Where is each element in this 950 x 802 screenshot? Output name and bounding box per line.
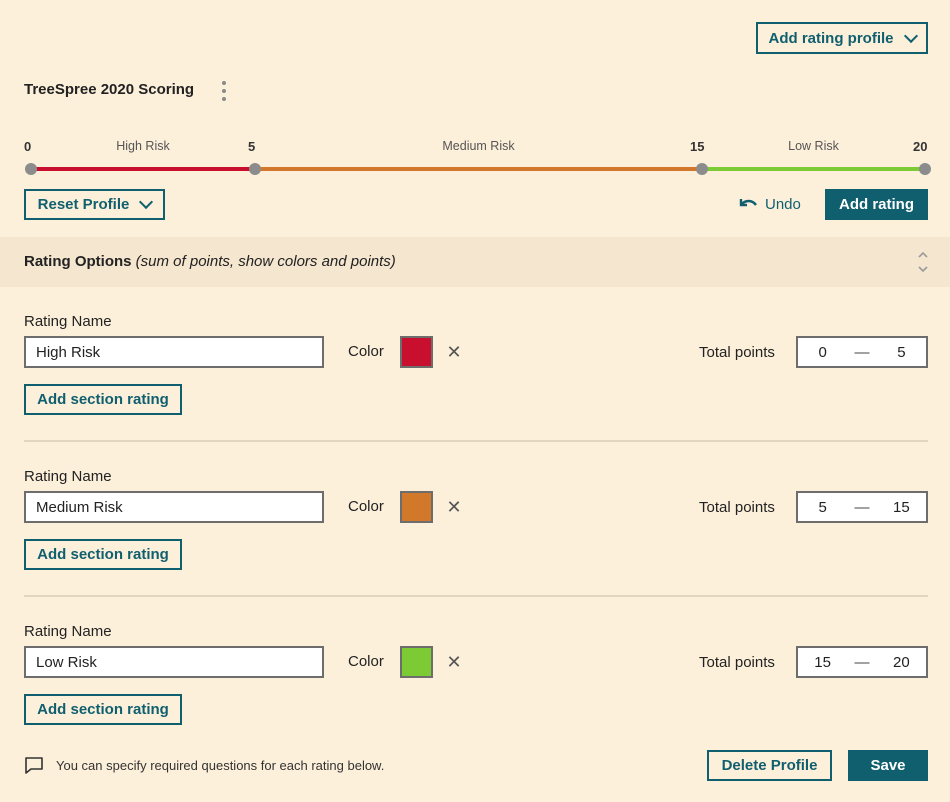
undo-icon — [739, 199, 757, 207]
total-points-label: Total points — [699, 499, 775, 516]
rating-name-label: Rating Name — [24, 313, 112, 330]
range-dash: — — [854, 343, 870, 361]
add-rating-profile-label: Add rating profile — [768, 29, 894, 47]
scale-tick-0: 0 — [24, 139, 32, 154]
scale-segment-medium — [255, 167, 702, 171]
total-points-label: Total points — [699, 654, 775, 671]
add-section-rating-button[interactable]: Add section rating — [24, 384, 182, 415]
scale-tick-2: 15 — [690, 139, 705, 154]
points-max-value[interactable]: 15 — [893, 498, 910, 516]
rating-options-label: Rating Options — [24, 253, 132, 270]
total-points-range[interactable]: 5 — 15 — [796, 491, 928, 523]
divider — [24, 595, 928, 597]
add-rating-button[interactable]: Add rating — [825, 189, 928, 220]
scale-segment-label-low: Low Risk — [788, 139, 839, 153]
rating-options-header — [0, 237, 950, 287]
divider — [24, 440, 928, 442]
delete-profile-button[interactable]: Delete Profile — [707, 750, 832, 781]
total-points-range[interactable]: 15 — 20 — [796, 646, 928, 678]
scale-handle-5[interactable] — [249, 163, 261, 175]
scale-tick-3: 20 — [913, 139, 928, 154]
chevron-down-icon — [139, 194, 154, 210]
undo-label: Undo — [765, 195, 801, 213]
color-swatch[interactable] — [400, 336, 433, 368]
close-icon[interactable]: ✕ — [446, 497, 462, 517]
range-dash: — — [854, 498, 870, 516]
footer-note: You can specify required questions for e… — [56, 758, 385, 773]
scale-handle-0[interactable] — [25, 163, 37, 175]
close-icon[interactable]: ✕ — [446, 342, 462, 362]
scale-segment-low — [702, 167, 925, 171]
scale-handle-20[interactable] — [919, 163, 931, 175]
scale-segment-label-medium: Medium Risk — [442, 139, 515, 153]
points-min-value[interactable]: 0 — [818, 343, 827, 361]
total-points-label: Total points — [699, 344, 775, 361]
scale-segment-high — [31, 167, 255, 171]
add-rating-profile-button[interactable]: Add rating profile — [756, 22, 928, 54]
color-swatch[interactable] — [400, 646, 433, 678]
scale-handle-15[interactable] — [696, 163, 708, 175]
rating-options-subtitle: (sum of points, show colors and points) — [135, 253, 396, 270]
color-label: Color — [348, 343, 384, 360]
add-section-rating-button[interactable]: Add section rating — [24, 694, 182, 725]
total-points-range[interactable]: 0 — 5 — [796, 336, 928, 368]
points-min-value[interactable]: 5 — [818, 498, 827, 516]
points-max-value[interactable]: 5 — [897, 343, 906, 361]
range-dash: — — [854, 653, 870, 671]
profile-title: TreeSpree 2020 Scoring — [24, 81, 195, 98]
rating-name-input[interactable] — [24, 491, 324, 523]
rating-name-input[interactable] — [24, 646, 324, 678]
reset-profile-label: Reset Profile — [37, 196, 130, 213]
color-label: Color — [348, 653, 384, 670]
chevron-down-icon — [903, 28, 918, 43]
rating-name-label: Rating Name — [24, 468, 112, 485]
sort-icon[interactable] — [918, 250, 928, 274]
reset-profile-button[interactable]: Reset Profile — [24, 189, 165, 220]
color-label: Color — [348, 498, 384, 515]
rating-name-input[interactable] — [24, 336, 324, 368]
points-min-value[interactable]: 15 — [814, 653, 831, 671]
rating-options-title: Rating Options (sum of points, show colo… — [24, 253, 396, 270]
rating-name-label: Rating Name — [24, 623, 112, 640]
add-section-rating-button[interactable]: Add section rating — [24, 539, 182, 570]
points-max-value[interactable]: 20 — [893, 653, 910, 671]
comment-icon — [25, 757, 43, 774]
color-swatch[interactable] — [400, 491, 433, 523]
undo-button[interactable]: Undo — [737, 193, 801, 215]
scale-segment-label-high: High Risk — [116, 139, 170, 153]
close-icon[interactable]: ✕ — [446, 652, 462, 672]
scale-tick-1: 5 — [248, 139, 256, 154]
more-options-icon[interactable] — [218, 81, 230, 101]
save-button[interactable]: Save — [848, 750, 928, 781]
